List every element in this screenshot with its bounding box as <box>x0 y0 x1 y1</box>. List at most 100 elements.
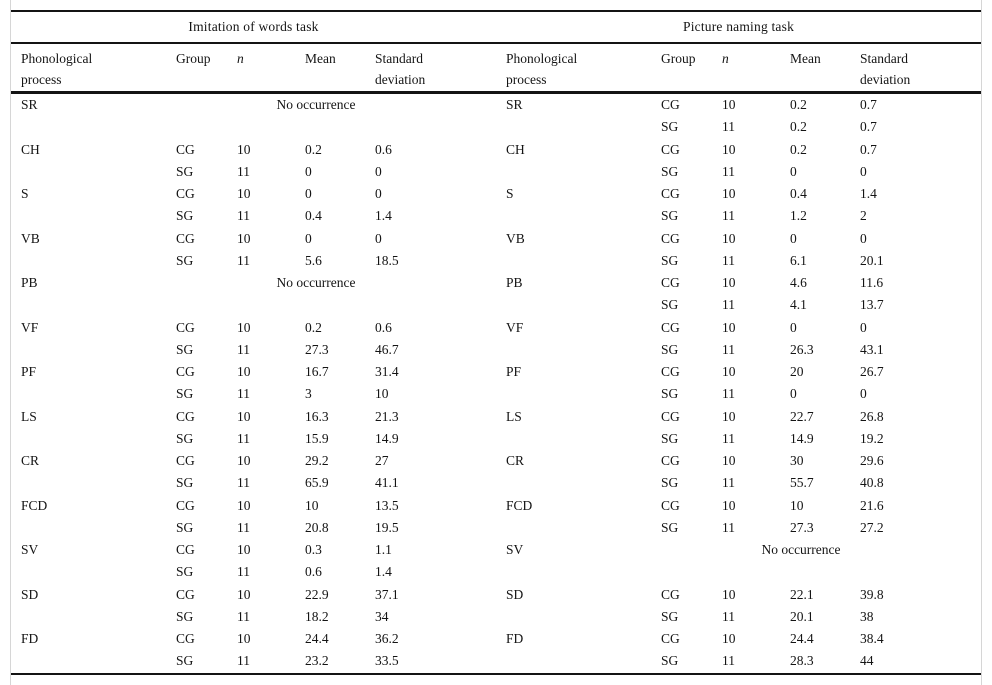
process-cell: VF <box>506 319 524 335</box>
process-cell: VB <box>506 230 525 246</box>
table-row: SG 11 28.3 44 <box>496 650 981 672</box>
group-cell: CG <box>661 586 680 602</box>
sd-cell: 1.1 <box>375 542 392 558</box>
n-cell: 10 <box>722 631 736 647</box>
process-cell: SV <box>21 542 39 558</box>
column-header-sd: Standard deviation <box>375 51 426 87</box>
mean-cell: 0 <box>305 186 312 202</box>
group-cell: SG <box>176 252 194 268</box>
sd-cell: 41.1 <box>375 475 399 491</box>
mean-cell: 0 <box>790 319 797 335</box>
n-cell: 11 <box>722 208 735 224</box>
sd-cell: 11.6 <box>860 275 884 291</box>
process-cell: CR <box>506 453 525 469</box>
sd-cell: 14.9 <box>375 430 399 446</box>
body-separator-rule <box>11 91 981 94</box>
sd-cell: 38.4 <box>860 631 884 647</box>
group-cell: SG <box>176 386 194 402</box>
sd-cell: 0 <box>860 230 867 246</box>
table-row: PB No occurrence <box>11 272 496 294</box>
n-cell: 11 <box>722 119 735 135</box>
n-cell: 10 <box>722 141 736 157</box>
process-cell: PF <box>21 364 37 380</box>
mean-cell: 0.4 <box>305 208 322 224</box>
sd-cell: 0 <box>860 319 867 335</box>
mean-cell: 4.1 <box>790 297 807 313</box>
group-cell: CG <box>661 453 680 469</box>
sd-cell: 27 <box>375 453 389 469</box>
table-row: FCD CG 10 10 21.6 <box>496 495 981 517</box>
process-cell: CR <box>21 453 40 469</box>
sd-cell: 13.7 <box>860 297 884 313</box>
mean-cell: 0.2 <box>305 319 322 335</box>
table-row: SG 11 23.2 33.5 <box>11 650 496 672</box>
table-row: VB CG 10 0 0 <box>496 228 981 250</box>
no-occurrence-note: No occurrence <box>276 275 356 291</box>
table-row: SG 11 65.9 41.1 <box>11 472 496 494</box>
group-cell: SG <box>661 386 679 402</box>
table-body: SR No occurrence CH CG 10 0.2 0.6 SG 11 0 0 S CG 10 0 0… <box>11 94 981 673</box>
sd-cell: 31.4 <box>375 364 399 380</box>
table-row: SG 11 20.8 19.5 <box>11 517 496 539</box>
mean-cell: 15.9 <box>305 430 329 446</box>
table-row: SG 11 27.3 27.2 <box>496 517 981 539</box>
group-cell: CG <box>176 631 195 647</box>
mean-cell: 0 <box>305 230 312 246</box>
task-titles-row: Imitation of words task Picture naming t… <box>11 12 981 42</box>
group-cell: CG <box>661 631 680 647</box>
group-cell: CG <box>176 364 195 380</box>
n-cell: 10 <box>237 319 251 335</box>
n-cell: 10 <box>722 275 736 291</box>
table-row-blank <box>11 294 496 316</box>
table-row: SG 11 14.9 19.2 <box>496 428 981 450</box>
group-cell: CG <box>661 497 680 513</box>
group-cell: CG <box>176 186 195 202</box>
n-cell: 11 <box>722 653 735 669</box>
table-row: SG 11 18.2 34 <box>11 606 496 628</box>
sd-cell: 0.7 <box>860 141 877 157</box>
mean-cell: 65.9 <box>305 475 329 491</box>
group-cell: CG <box>661 186 680 202</box>
table-row: CH CG 10 0.2 0.6 <box>11 139 496 161</box>
group-cell: SG <box>661 252 679 268</box>
n-cell: 11 <box>722 341 735 357</box>
mean-cell: 55.7 <box>790 475 814 491</box>
sd-cell: 0.7 <box>860 97 877 113</box>
sd-cell: 27.2 <box>860 519 884 535</box>
n-cell: 10 <box>722 97 736 113</box>
sd-cell: 18.5 <box>375 252 399 268</box>
n-cell: 11 <box>237 519 250 535</box>
group-cell: SG <box>661 475 679 491</box>
sd-cell: 40.8 <box>860 475 884 491</box>
sd-cell: 0.6 <box>375 141 392 157</box>
process-cell: FD <box>21 631 39 647</box>
n-cell: 10 <box>237 453 251 469</box>
group-cell: SG <box>176 608 194 624</box>
table-row: FCD CG 10 10 13.5 <box>11 495 496 517</box>
mean-cell: 5.6 <box>305 252 322 268</box>
group-cell: CG <box>176 319 195 335</box>
mean-cell: 18.2 <box>305 608 329 624</box>
sd-cell: 26.7 <box>860 364 884 380</box>
group-cell: SG <box>661 163 679 179</box>
mean-cell: 10 <box>305 497 319 513</box>
n-cell: 10 <box>722 497 736 513</box>
n-cell: 11 <box>722 519 735 535</box>
n-cell: 10 <box>722 319 736 335</box>
n-cell: 10 <box>237 364 251 380</box>
column-header-sd: Standard deviation <box>860 51 911 87</box>
mean-cell: 0.2 <box>790 141 807 157</box>
group-cell: SG <box>176 430 194 446</box>
sd-cell: 39.8 <box>860 586 884 602</box>
group-cell: CG <box>661 275 680 291</box>
mean-cell: 26.3 <box>790 341 814 357</box>
table-row: FD CG 10 24.4 38.4 <box>496 628 981 650</box>
process-cell: CH <box>21 141 40 157</box>
sd-cell: 26.8 <box>860 408 884 424</box>
mean-cell: 6.1 <box>790 252 807 268</box>
table-row: CR CG 10 30 29.6 <box>496 450 981 472</box>
group-cell: CG <box>176 453 195 469</box>
sd-cell: 0 <box>375 230 382 246</box>
n-cell: 10 <box>722 586 736 602</box>
sd-cell: 29.6 <box>860 453 884 469</box>
